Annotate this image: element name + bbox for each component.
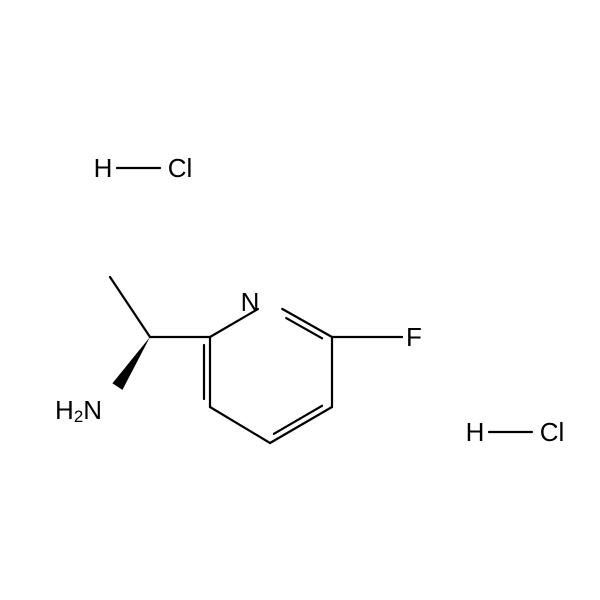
atom-label-N: N: [241, 287, 260, 317]
atom-label-F: F: [406, 322, 422, 352]
atom-label-H1: H: [94, 153, 113, 183]
atom-label-NH2: H2N: [55, 395, 102, 426]
atom-label-Cl2: Cl: [540, 417, 565, 447]
molecule-canvas: H Cl H Cl N F H2N: [0, 0, 600, 600]
atom-label-Cl1: Cl: [168, 153, 193, 183]
atom-label-H2: H: [466, 417, 485, 447]
